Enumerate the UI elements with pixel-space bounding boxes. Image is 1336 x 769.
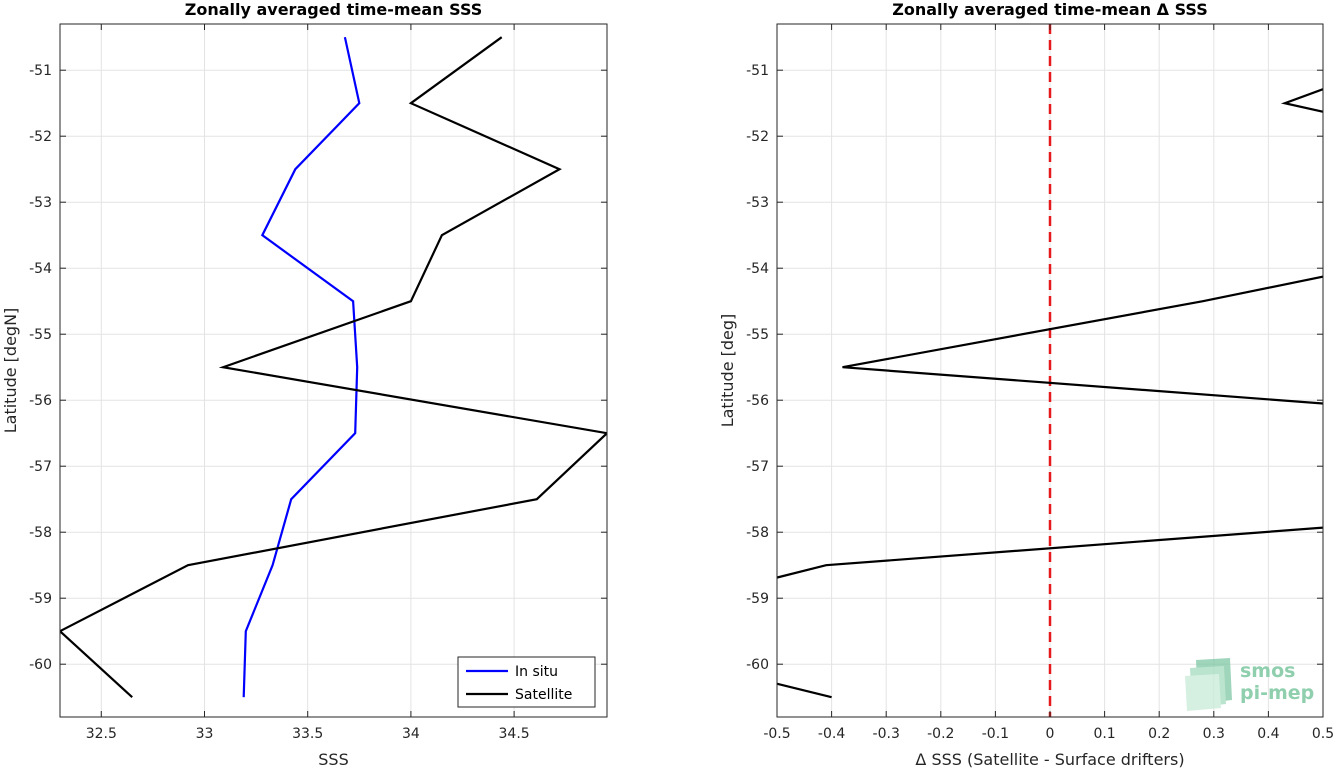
legend-label: In situ bbox=[515, 664, 558, 680]
legend-label: Satellite bbox=[515, 687, 572, 703]
axes-box bbox=[59, 23, 608, 718]
x-tick-label: 33.5 bbox=[292, 726, 323, 742]
legend-box bbox=[457, 656, 596, 708]
x-tick-label: 32.5 bbox=[86, 726, 117, 742]
y-tick-label: -59 bbox=[746, 591, 769, 607]
y-tick-label: -51 bbox=[746, 63, 769, 79]
y-tick-label: -53 bbox=[746, 195, 769, 211]
y-tick-label: -56 bbox=[746, 393, 769, 409]
x-tick-label: -0.4 bbox=[818, 726, 845, 742]
x-tick-label: 0.5 bbox=[1312, 726, 1334, 742]
y-axis-label: Latitude [degN] bbox=[1, 308, 20, 434]
x-tick-label: -0.5 bbox=[763, 726, 790, 742]
y-tick-label: -57 bbox=[29, 459, 52, 475]
smos-pi-mep-logo: smos pi-mep bbox=[1185, 658, 1314, 711]
chart-title: Zonally averaged time-mean Δ SSS bbox=[892, 0, 1208, 19]
y-axis-label: Latitude [deg] bbox=[718, 314, 737, 428]
sss-panel: 32.5 33 33.5 34 34.5 -51 -52 -53 -54 -55 -56 -57 -58… bbox=[1, 0, 608, 769]
plot-area bbox=[60, 24, 607, 717]
series-line bbox=[777, 88, 1323, 699]
y-tick-label: -59 bbox=[29, 591, 52, 607]
y-tick-label: -54 bbox=[29, 261, 52, 277]
y-tick-label: -58 bbox=[29, 525, 52, 541]
y-tick-label: -60 bbox=[29, 657, 52, 673]
y-tick-label: -52 bbox=[29, 129, 52, 145]
legend: In situ Satellite bbox=[457, 656, 596, 708]
series-line-in-situ bbox=[242, 36, 361, 698]
y-tick-label: -56 bbox=[29, 393, 52, 409]
x-tick-label: 0 bbox=[1046, 726, 1055, 742]
series-line-satellite bbox=[60, 36, 607, 699]
x-tick-label: 0.1 bbox=[1093, 726, 1115, 742]
x-tick-label: 0.4 bbox=[1257, 726, 1279, 742]
x-axis-label: Δ SSS (Satellite - Surface drifters) bbox=[915, 750, 1184, 769]
x-tick-label: 0.3 bbox=[1203, 726, 1225, 742]
x-tick-label: -0.2 bbox=[927, 726, 954, 742]
x-axis-label: SSS bbox=[318, 750, 348, 769]
y-tick-label: -55 bbox=[29, 327, 52, 343]
y-tick-label: -51 bbox=[29, 63, 52, 79]
x-tick-label: 34.5 bbox=[499, 726, 530, 742]
y-tick-label: -58 bbox=[746, 525, 769, 541]
y-tick-label: -55 bbox=[746, 327, 769, 343]
logo-line1: smos bbox=[1240, 660, 1295, 682]
y-tick-label: -57 bbox=[746, 459, 769, 475]
logo-mark-icon bbox=[1185, 658, 1232, 711]
x-tick-label: -0.3 bbox=[873, 726, 900, 742]
y-tick-label: -52 bbox=[746, 129, 769, 145]
x-tick-label: 33 bbox=[196, 726, 214, 742]
x-tick-label: 34 bbox=[402, 726, 420, 742]
y-tick-label: -53 bbox=[29, 195, 52, 211]
y-tick-label: -54 bbox=[746, 261, 769, 277]
y-tick-label: -60 bbox=[746, 657, 769, 673]
logo-line2: pi-mep bbox=[1240, 682, 1314, 704]
chart-title: Zonally averaged time-mean SSS bbox=[185, 0, 483, 19]
x-tick-label: 0.2 bbox=[1148, 726, 1170, 742]
delta-sss-panel: -0.5 -0.4 -0.3 -0.2 -0.1 0 0.1 0.2 0.3 0.4 0.5 -51 -… bbox=[718, 0, 1334, 769]
x-tick-label: -0.1 bbox=[982, 726, 1009, 742]
